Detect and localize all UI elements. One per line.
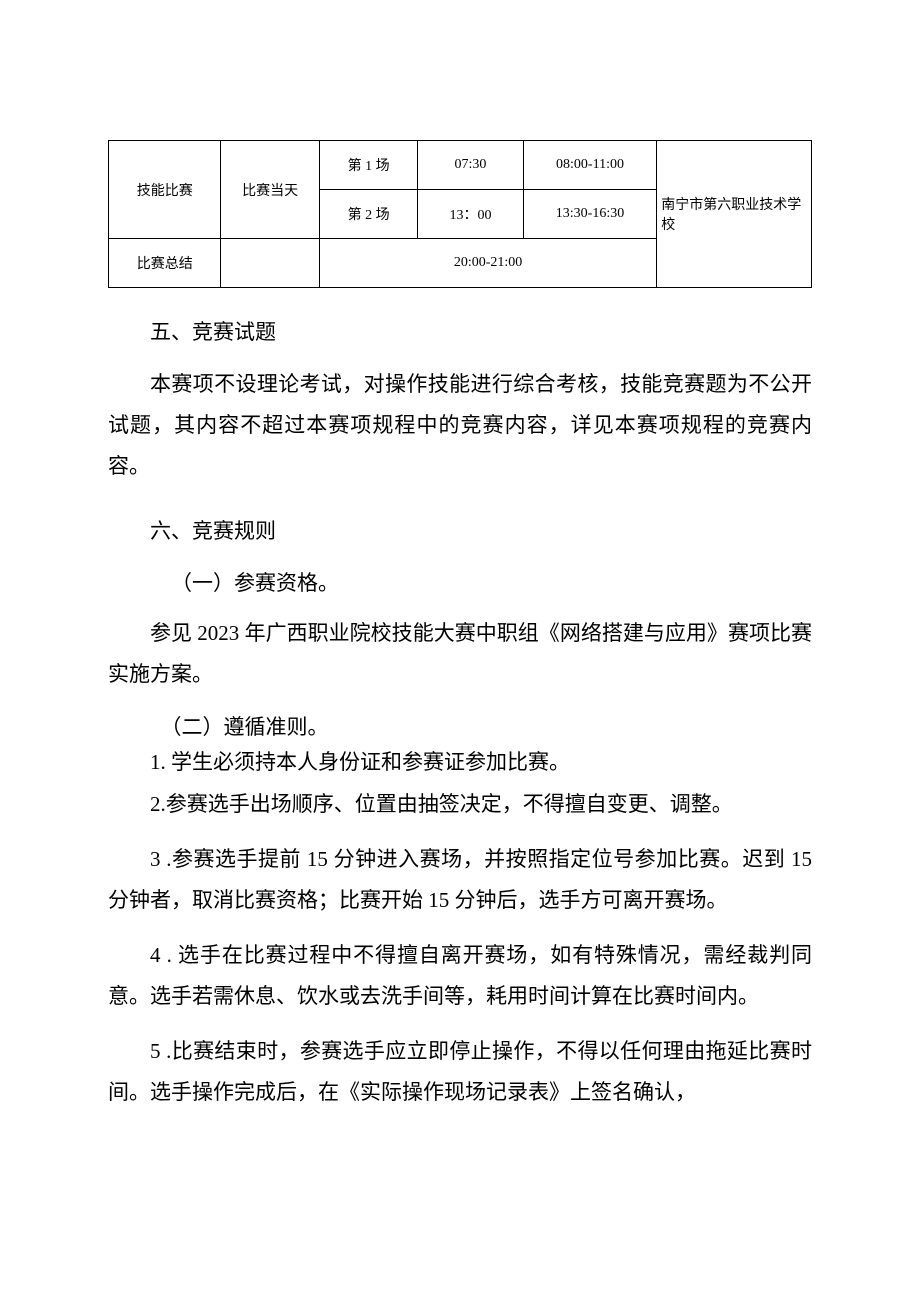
cell-day: 比赛当天 <box>221 141 319 239</box>
cell-session2-label: 第 2 场 <box>319 190 417 239</box>
document-page: 技能比赛 比赛当天 第 1 场 07:30 08:00-11:00 南宁市第六职… <box>0 0 920 1301</box>
subheading-6-1: （一）参赛资格。 <box>108 567 812 597</box>
cell-empty <box>221 239 319 288</box>
rule-4: 4 . 选手在比赛过程中不得擅自离开赛场，如有特殊情况，需经裁判同意。选手若需休… <box>108 935 812 1017</box>
paragraph-6-1: 参见 2023 年广西职业院校技能大赛中职组《网络搭建与应用》赛项比赛实施方案。 <box>108 613 812 695</box>
cell-summary-label: 比赛总结 <box>109 239 221 288</box>
cell-location: 南宁市第六职业技术学校 <box>657 141 812 288</box>
rule-5: 5 .比赛结束时，参赛选手应立即停止操作，不得以任何理由拖延比赛时间。选手操作完… <box>108 1031 812 1113</box>
heading-section-5: 五、竞赛试题 <box>108 316 812 346</box>
cell-session1-label: 第 1 场 <box>319 141 417 190</box>
table-row: 技能比赛 比赛当天 第 1 场 07:30 08:00-11:00 南宁市第六职… <box>109 141 812 190</box>
subheading-6-2: （二）遵循准则。 <box>108 711 812 741</box>
cell-event: 技能比赛 <box>109 141 221 239</box>
cell-session2-checkin: 13：00 <box>418 190 523 239</box>
cell-session1-checkin: 07:30 <box>418 141 523 190</box>
rule-1: 1. 学生必须持本人身份证和参赛证参加比赛。 <box>108 747 812 779</box>
heading-section-6: 六、竞赛规则 <box>108 515 812 545</box>
cell-summary-time: 20:00-21:00 <box>319 239 656 288</box>
rule-3: 3 .参赛选手提前 15 分钟进入赛场，并按照指定位号参加比赛。迟到 15 分钟… <box>108 839 812 921</box>
cell-session2-time: 13:30-16:30 <box>523 190 657 239</box>
cell-session1-time: 08:00-11:00 <box>523 141 657 190</box>
paragraph-section-5: 本赛项不设理论考试，对操作技能进行综合考核，技能竞赛题为不公开试题，其内容不超过… <box>108 364 812 487</box>
schedule-table: 技能比赛 比赛当天 第 1 场 07:30 08:00-11:00 南宁市第六职… <box>108 140 812 288</box>
rule-2: 2.参赛选手出场顺序、位置由抽签决定，不得擅自变更、调整。 <box>108 784 812 825</box>
